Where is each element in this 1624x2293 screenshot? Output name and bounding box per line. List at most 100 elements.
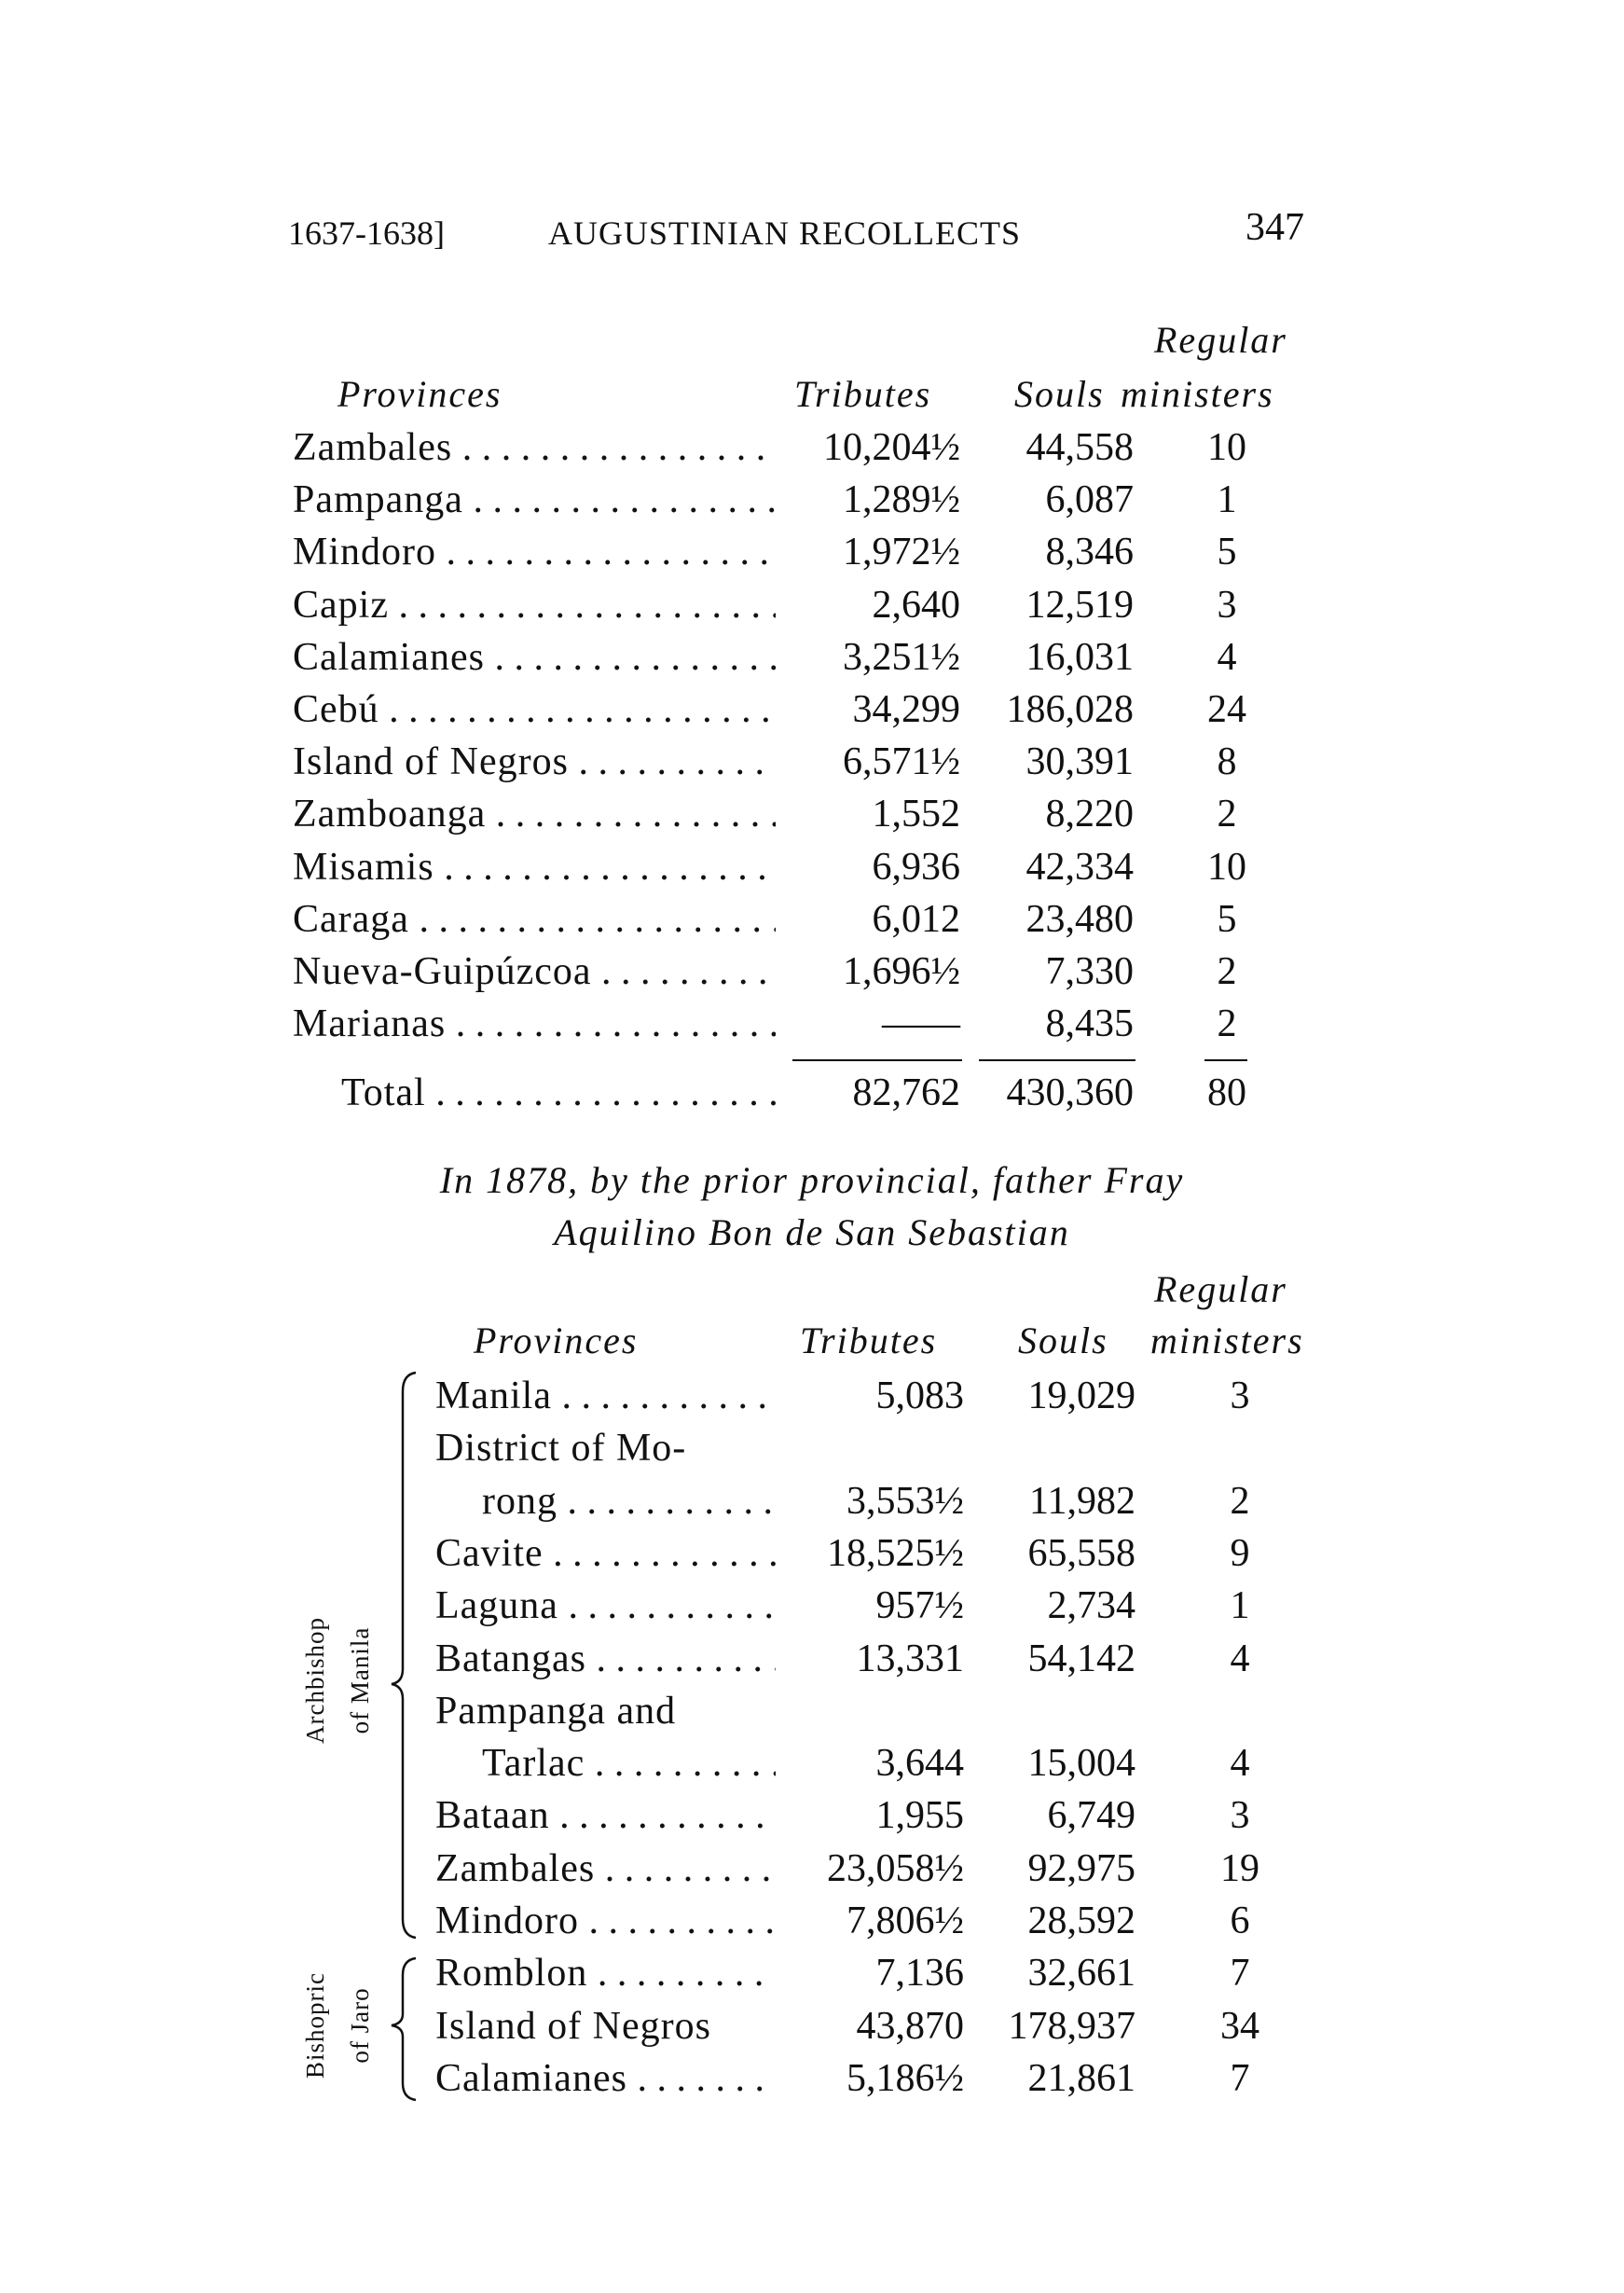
table-row: District of Mo-	[0, 1422, 1624, 1474]
province-name-text: Capiz	[293, 583, 389, 627]
ministers-total-rule	[1204, 1059, 1247, 1061]
province-name-text: Zambales	[435, 1846, 596, 1890]
province-name: Misamis . . . . . . . . . . . . . . . . …	[293, 841, 776, 893]
province-name-text: Cavite	[435, 1531, 544, 1575]
running-head-years: 1637-1638]	[288, 214, 445, 252]
ministers-cell: 3	[1230, 1794, 1250, 1838]
dot-leader: . . . . . . . . . . . . . . . . . . . . …	[588, 1899, 777, 1942]
dot-leader: . . . . . . . . . . . . . . . . . . . . …	[601, 950, 776, 993]
souls-cell: 11,982	[1029, 1479, 1135, 1523]
dot-leader: . . . . . . . . . . . . . . . . . . . . …	[597, 1952, 776, 1996]
table-row: Batangas . . . . . . . . . . . . . . . .…	[0, 1633, 1624, 1685]
province-name: Laguna . . . . . . . . . . . . . . . . .…	[435, 1580, 776, 1632]
ministers-cell: 1	[1230, 1584, 1250, 1628]
tributes-cell: 7,806½	[846, 1899, 964, 1942]
ministers-cell: 34	[1220, 2004, 1259, 2048]
ministers-cell: 2	[1217, 950, 1237, 993]
province-name-text: Mindoro	[293, 531, 436, 574]
tributes-cell: 34,299	[852, 688, 961, 731]
province-name: Zambales . . . . . . . . . . . . . . . .…	[293, 421, 776, 474]
souls-cell: 42,334	[1025, 845, 1135, 889]
tributes-cell: 3,553½	[846, 1479, 964, 1523]
province-name-text: Laguna	[435, 1584, 558, 1628]
province-name-text: Mindoro	[435, 1899, 579, 1942]
province-name: Island of Negros	[435, 2000, 776, 2052]
province-name-text: Caraga	[293, 897, 409, 941]
souls-cell: 21,861	[1027, 2056, 1136, 2100]
souls-cell: 23,480	[1025, 897, 1135, 941]
souls-cell: 44,558	[1025, 426, 1135, 469]
t2-header-tributes: Tributes	[800, 1319, 938, 1361]
tributes-cell: 1,696½	[843, 950, 960, 993]
table-row: Manila . . . . . . . . . . . . . . . . .…	[0, 1370, 1624, 1422]
tributes-cell: 1,955	[875, 1794, 965, 1838]
table-row: Caraga . . . . . . . . . . . . . . . . .…	[0, 893, 1624, 946]
dot-leader: . . . . . . . . . . . . . . . . . . . . …	[455, 1002, 776, 1046]
table-row: Bataan . . . . . . . . . . . . . . . . .…	[0, 1789, 1624, 1842]
province-name-text: Tarlac	[482, 1742, 585, 1786]
tributes-cell: 5,186½	[846, 2056, 964, 2100]
tributes-total-rule	[792, 1059, 962, 1061]
table-row: Mindoro . . . . . . . . . . . . . . . . …	[0, 526, 1624, 578]
souls-cell: 65,558	[1027, 1531, 1136, 1575]
province-name-text: Island of Negros	[293, 740, 569, 784]
archbishop-brace	[391, 1371, 417, 1940]
t1-header-tributes: Tributes	[794, 373, 932, 415]
province-name: Batangas . . . . . . . . . . . . . . . .…	[435, 1633, 776, 1685]
table-row: Pampanga . . . . . . . . . . . . . . . .…	[0, 474, 1624, 526]
ministers-cell: 5	[1217, 531, 1237, 574]
running-head-title: AUGUSTINIAN RECOLLECTS	[548, 214, 1021, 252]
province-name: Nueva-Guipúzcoa . . . . . . . . . . . . …	[293, 946, 776, 998]
dot-leader: . . . . . . . . . . . . . . . . . . . . …	[389, 688, 776, 731]
ministers-cell: 19	[1220, 1846, 1259, 1890]
dot-leader: . . . . . . . . . . . . . . . . . . . . …	[578, 740, 776, 784]
dot-leader: . . . . . . . . . . . . . . . . . . . . …	[473, 478, 776, 522]
t1-header-souls: Souls	[1014, 373, 1105, 415]
table-row: Cebú . . . . . . . . . . . . . . . . . .…	[0, 684, 1624, 736]
tributes-cell: 6,012	[872, 897, 961, 941]
ministers-cell: 24	[1207, 688, 1246, 731]
province-name-text: Batangas	[435, 1637, 586, 1680]
dot-leader: . . . . . . . . . . . . . . . . . . . . …	[461, 426, 776, 469]
tributes-cell: 82,762	[852, 1071, 961, 1114]
province-name: Zamboanga . . . . . . . . . . . . . . . …	[293, 788, 776, 840]
dot-leader: . . . . . . . . . . . . . . . . . . . . …	[594, 1742, 776, 1786]
ministers-cell: 80	[1207, 1071, 1246, 1114]
province-name: Pampanga . . . . . . . . . . . . . . . .…	[293, 474, 776, 526]
province-name: Caraga . . . . . . . . . . . . . . . . .…	[293, 893, 776, 946]
tributes-cell: 18,525½	[827, 1531, 964, 1575]
tributes-cell: 6,936	[872, 845, 961, 889]
table-row: rong . . . . . . . . . . . . . . . . . .…	[0, 1475, 1624, 1527]
souls-cell: 178,937	[1008, 2004, 1136, 2048]
tributes-cell: 1,289½	[843, 478, 960, 522]
ministers-cell: 10	[1207, 845, 1246, 889]
province-name: Pampanga and	[435, 1685, 776, 1737]
tributes-cell: 3,251½	[843, 635, 960, 679]
dot-leader: . . . . . . . . . . . . . . . . . . . . …	[568, 1584, 776, 1628]
souls-cell: 19,029	[1027, 1374, 1136, 1417]
t2-header-provinces: Provinces	[474, 1319, 639, 1361]
province-name-text: Calamianes	[435, 2056, 627, 2100]
table-row: Zamboanga . . . . . . . . . . . . . . . …	[0, 788, 1624, 840]
province-name-text: Cebú	[293, 688, 379, 731]
souls-cell: 30,391	[1025, 740, 1135, 784]
dot-leader: . . . . . . . . . . . . . . . . . . . . …	[435, 1071, 776, 1114]
table-row: Nueva-Guipúzcoa . . . . . . . . . . . . …	[0, 946, 1624, 998]
table-row: Romblon . . . . . . . . . . . . . . . . …	[0, 1947, 1624, 1999]
province-name-text: Manila	[435, 1374, 552, 1417]
tributes-cell: 43,870	[856, 2004, 965, 2048]
dot-leader: . . . . . . . . . . . . . . . . . . . . …	[444, 845, 776, 889]
ministers-cell: 7	[1230, 1952, 1250, 1996]
province-name: Bataan . . . . . . . . . . . . . . . . .…	[435, 1789, 776, 1842]
souls-cell: 186,028	[1006, 688, 1135, 731]
table-row: Misamis . . . . . . . . . . . . . . . . …	[0, 841, 1624, 893]
province-name-text: rong	[482, 1479, 557, 1523]
dot-leader: . . . . . . . . . . . . . . . . . . . . …	[561, 1374, 776, 1417]
tributes-cell: 13,331	[856, 1637, 965, 1680]
province-name: Island of Negros . . . . . . . . . . . .…	[293, 736, 776, 788]
province-name: rong . . . . . . . . . . . . . . . . . .…	[482, 1475, 776, 1527]
ministers-cell: 2	[1217, 1002, 1237, 1046]
province-name-text: Bataan	[435, 1794, 550, 1838]
souls-total-rule	[979, 1059, 1135, 1061]
tributes-cell: 23,058½	[827, 1846, 964, 1890]
